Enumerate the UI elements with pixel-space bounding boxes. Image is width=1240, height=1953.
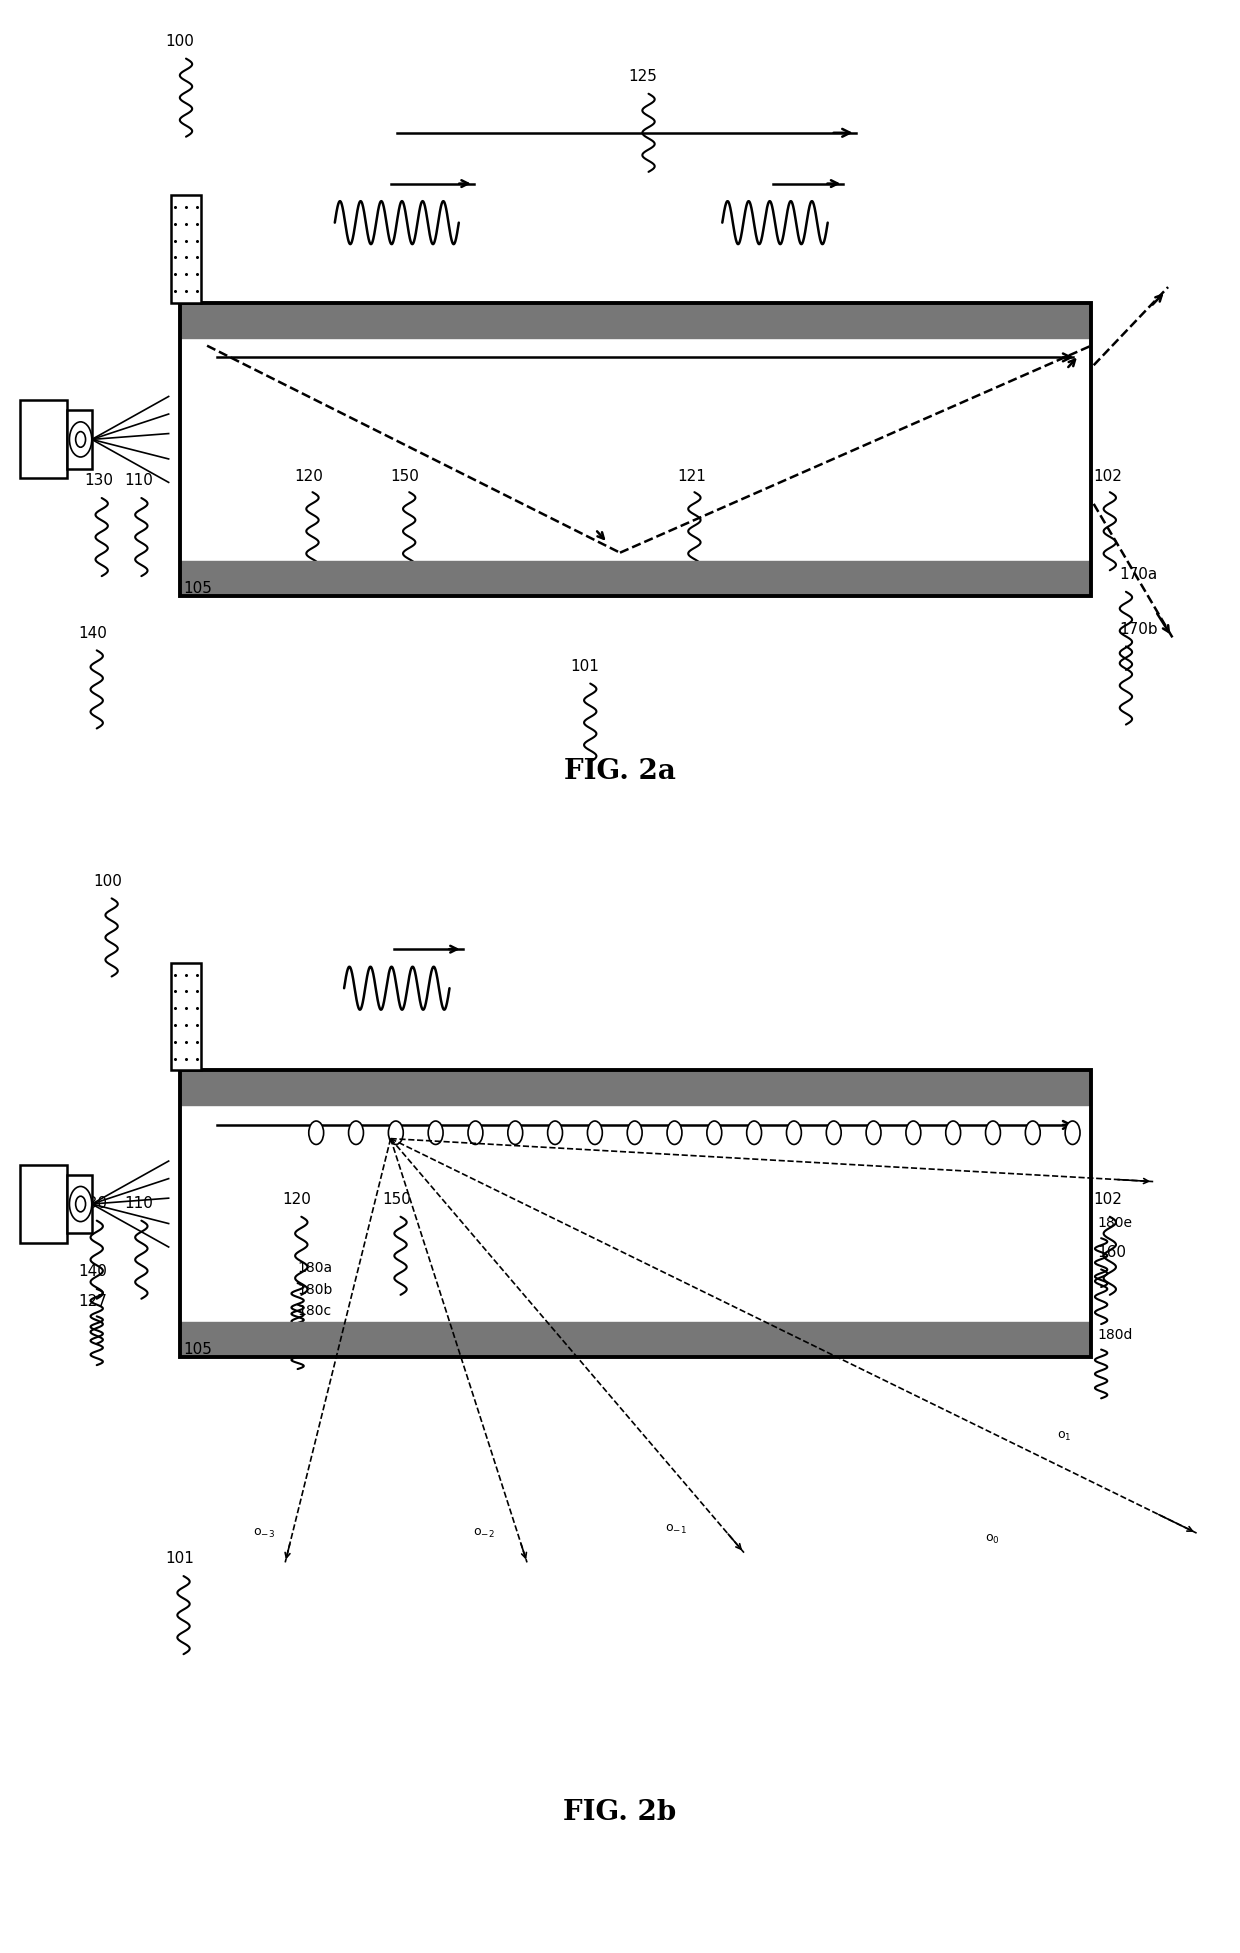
Text: o$_{-3}$: o$_{-3}$ [253, 1527, 275, 1541]
Text: 121: 121 [677, 469, 706, 484]
Text: 105: 105 [184, 1342, 212, 1357]
Text: 120: 120 [294, 469, 322, 484]
Text: 102: 102 [1094, 1191, 1122, 1207]
Circle shape [69, 1185, 92, 1223]
Text: 105: 105 [184, 580, 212, 596]
Text: 180e: 180e [1097, 1217, 1132, 1230]
Circle shape [906, 1121, 921, 1144]
Circle shape [826, 1121, 841, 1144]
Text: 130: 130 [78, 1195, 107, 1211]
Circle shape [467, 1121, 482, 1144]
Circle shape [76, 1195, 86, 1211]
Circle shape [667, 1121, 682, 1144]
Circle shape [69, 422, 92, 457]
Circle shape [746, 1121, 761, 1144]
Text: 110: 110 [124, 473, 153, 488]
Text: 125: 125 [629, 68, 657, 84]
Circle shape [428, 1121, 443, 1144]
Text: 160: 160 [1097, 1244, 1126, 1260]
Bar [171, 963, 201, 1070]
Circle shape [707, 1121, 722, 1144]
Bar [180, 303, 1091, 596]
Text: 180c: 180c [298, 1305, 332, 1318]
Circle shape [388, 1121, 403, 1144]
Bar [20, 1164, 67, 1244]
Text: 100: 100 [93, 873, 122, 889]
Text: 101: 101 [570, 658, 599, 674]
Circle shape [508, 1121, 523, 1144]
Text: 180b: 180b [298, 1283, 334, 1297]
Circle shape [309, 1121, 324, 1144]
Circle shape [866, 1121, 880, 1144]
Circle shape [588, 1121, 603, 1144]
Circle shape [986, 1121, 1001, 1144]
Text: 170b: 170b [1120, 621, 1158, 637]
Circle shape [348, 1121, 363, 1144]
Text: 130: 130 [84, 473, 113, 488]
Text: o$_{-1}$: o$_{-1}$ [665, 1523, 687, 1537]
Circle shape [76, 432, 86, 447]
Text: 110: 110 [124, 1195, 153, 1211]
Text: o$_{0}$: o$_{0}$ [985, 1533, 999, 1547]
Circle shape [627, 1121, 642, 1144]
Text: o$_{1}$: o$_{1}$ [1056, 1430, 1071, 1443]
Text: 120: 120 [283, 1191, 311, 1207]
Circle shape [1025, 1121, 1040, 1144]
Text: 180d: 180d [1097, 1328, 1133, 1342]
Text: FIG. 2a: FIG. 2a [564, 758, 676, 785]
Text: 140: 140 [78, 625, 107, 641]
Text: o$_{-2}$: o$_{-2}$ [472, 1527, 495, 1541]
Bar [67, 1176, 92, 1234]
Text: 150: 150 [382, 1191, 410, 1207]
Text: FIG. 2b: FIG. 2b [563, 1799, 677, 1826]
Text: 101: 101 [165, 1551, 193, 1566]
Bar [20, 400, 67, 478]
Circle shape [548, 1121, 563, 1144]
Circle shape [946, 1121, 961, 1144]
Circle shape [1065, 1121, 1080, 1144]
Text: 180a: 180a [298, 1262, 332, 1275]
Text: 102: 102 [1094, 469, 1122, 484]
Bar [171, 195, 201, 303]
Bar [180, 1070, 1091, 1357]
Text: 100: 100 [165, 33, 193, 49]
Text: 140: 140 [78, 1264, 107, 1279]
Text: 150: 150 [391, 469, 419, 484]
Text: 170a: 170a [1120, 566, 1158, 582]
Circle shape [786, 1121, 801, 1144]
Bar [67, 410, 92, 469]
Text: 127: 127 [78, 1293, 107, 1309]
